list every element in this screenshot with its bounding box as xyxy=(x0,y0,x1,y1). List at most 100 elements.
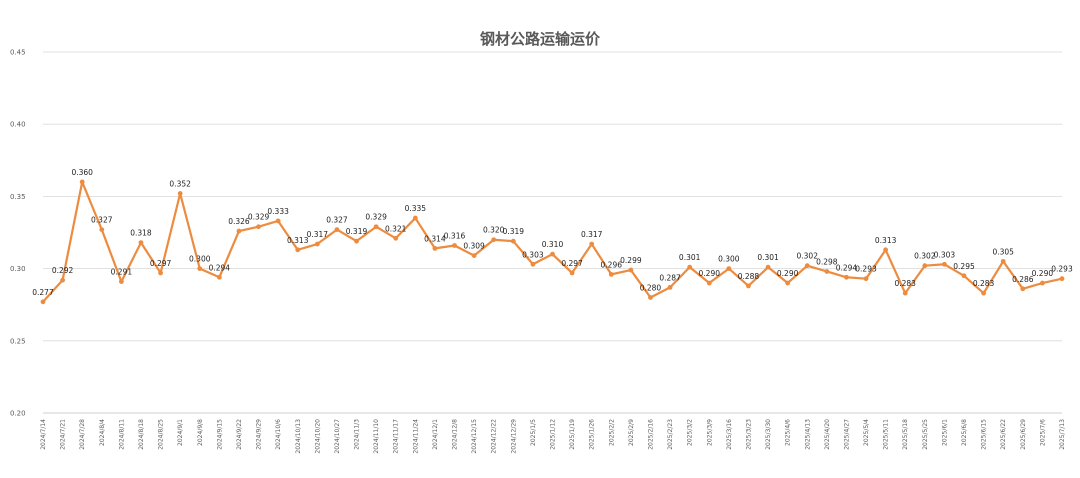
data-point xyxy=(373,224,379,230)
data-point xyxy=(922,263,928,269)
data-point xyxy=(275,218,281,224)
data-point xyxy=(1020,286,1026,292)
data-point xyxy=(236,228,242,234)
x-tick-label: 2025/5/25 xyxy=(922,419,929,450)
data-point xyxy=(785,280,791,286)
x-tick-label: 2024/11/3 xyxy=(354,419,361,450)
x-tick-label: 2025/1/12 xyxy=(550,419,557,450)
x-tick-label: 2025/6/29 xyxy=(1020,419,1027,450)
data-label: 0.290 xyxy=(777,269,799,278)
data-point xyxy=(883,247,889,253)
data-point xyxy=(295,247,301,253)
data-point xyxy=(726,266,732,271)
data-point xyxy=(354,238,359,244)
x-tick-label: 2025/6/8 xyxy=(961,419,968,446)
data-point xyxy=(961,273,967,279)
data-label: 0.283 xyxy=(894,279,916,288)
data-label: 0.313 xyxy=(287,236,309,245)
data-label: 0.293 xyxy=(1051,265,1073,274)
data-labels: 0.277 0.292 0.360 0.327 0.291 0.318 0.297 0.352… xyxy=(32,168,1073,297)
series-line-group xyxy=(40,179,1065,305)
x-tick-label: 2025/6/1 xyxy=(941,419,948,446)
data-label: 0.293 xyxy=(855,265,877,274)
data-label: 0.299 xyxy=(620,256,642,265)
y-tick-label: 0.40 xyxy=(10,121,26,129)
x-tick-label: 2025/2/9 xyxy=(628,419,635,446)
x-tick-label: 2024/9/15 xyxy=(216,419,223,450)
x-tick-label: 2024/9/22 xyxy=(236,419,243,450)
y-tick-label: 0.25 xyxy=(10,337,26,345)
x-tick-label: 2025/3/2 xyxy=(687,419,694,446)
data-label: 0.301 xyxy=(679,253,701,262)
data-label: 0.277 xyxy=(32,288,54,297)
x-tick-label: 2025/7/6 xyxy=(1039,419,1046,446)
data-label: 0.309 xyxy=(463,242,485,251)
data-point xyxy=(432,245,438,251)
data-point xyxy=(589,241,595,247)
data-point xyxy=(412,215,418,221)
x-tick-label: 2024/8/11 xyxy=(118,419,125,450)
x-tick-label: 2025/5/11 xyxy=(883,419,890,450)
data-point xyxy=(981,290,987,296)
data-point xyxy=(902,290,908,296)
data-label: 0.283 xyxy=(973,279,995,288)
data-point xyxy=(608,271,614,277)
x-tick-label: 2025/5/4 xyxy=(863,419,870,446)
data-label: 0.292 xyxy=(52,266,74,275)
data-label: 0.318 xyxy=(130,229,152,238)
data-label: 0.326 xyxy=(228,217,250,226)
data-label: 0.286 xyxy=(1012,275,1034,284)
x-axis-ticks: 2024/7/14 2024/7/21 2024/7/28 2024/8/4 2024/… xyxy=(40,419,1066,454)
data-point xyxy=(863,276,869,282)
data-point xyxy=(1040,280,1045,286)
data-label: 0.319 xyxy=(346,227,368,236)
data-label: 0.291 xyxy=(111,268,133,277)
data-label: 0.298 xyxy=(816,257,838,266)
data-label: 0.321 xyxy=(385,224,407,233)
x-tick-label: 2025/3/30 xyxy=(765,419,772,450)
y-tick-label: 0.30 xyxy=(10,265,26,273)
y-axis-ticks: 0.20 0.25 0.30 0.35 0.40 0.45 xyxy=(10,49,26,418)
data-label: 0.297 xyxy=(150,259,172,268)
data-label: 0.335 xyxy=(405,204,427,213)
x-tick-label: 2024/11/24 xyxy=(412,419,419,454)
data-point xyxy=(569,270,575,276)
data-point xyxy=(1000,258,1006,264)
data-point xyxy=(197,266,203,271)
data-label: 0.290 xyxy=(699,269,721,278)
data-point xyxy=(550,251,555,257)
x-tick-label: 2024/8/25 xyxy=(158,419,165,450)
data-label: 0.327 xyxy=(91,216,113,225)
x-tick-label: 2024/10/6 xyxy=(275,419,282,450)
data-label: 0.352 xyxy=(169,180,191,189)
y-tick-label: 0.45 xyxy=(10,49,26,57)
data-point xyxy=(765,264,771,270)
data-point xyxy=(158,270,163,276)
data-label: 0.317 xyxy=(581,230,603,239)
data-point xyxy=(491,237,497,243)
x-tick-label: 2025/4/20 xyxy=(824,419,831,450)
x-tick-label: 2025/2/16 xyxy=(647,419,654,450)
x-tick-label: 2025/2/2 xyxy=(608,419,615,446)
y-tick-label: 0.35 xyxy=(10,193,26,201)
x-tick-label: 2024/7/21 xyxy=(60,419,67,450)
x-tick-label: 2025/4/6 xyxy=(785,419,792,446)
x-tick-label: 2025/5/18 xyxy=(902,419,909,450)
x-tick-label: 2024/10/13 xyxy=(295,419,302,454)
data-label: 0.300 xyxy=(718,255,740,264)
data-point xyxy=(1059,276,1065,282)
data-label: 0.303 xyxy=(934,250,956,259)
x-tick-label: 2024/9/1 xyxy=(177,419,184,446)
data-label: 0.333 xyxy=(267,207,289,216)
x-tick-label: 2025/3/9 xyxy=(706,419,713,446)
data-label: 0.297 xyxy=(561,259,583,268)
x-tick-label: 2025/4/27 xyxy=(843,419,850,450)
data-point xyxy=(118,279,124,284)
data-label: 0.316 xyxy=(444,231,466,240)
data-point xyxy=(256,224,261,230)
x-tick-label: 2024/12/29 xyxy=(510,419,517,454)
data-point xyxy=(824,269,830,274)
x-tick-label: 2025/4/13 xyxy=(804,419,811,450)
data-point xyxy=(452,243,457,248)
data-label: 0.327 xyxy=(326,216,348,225)
